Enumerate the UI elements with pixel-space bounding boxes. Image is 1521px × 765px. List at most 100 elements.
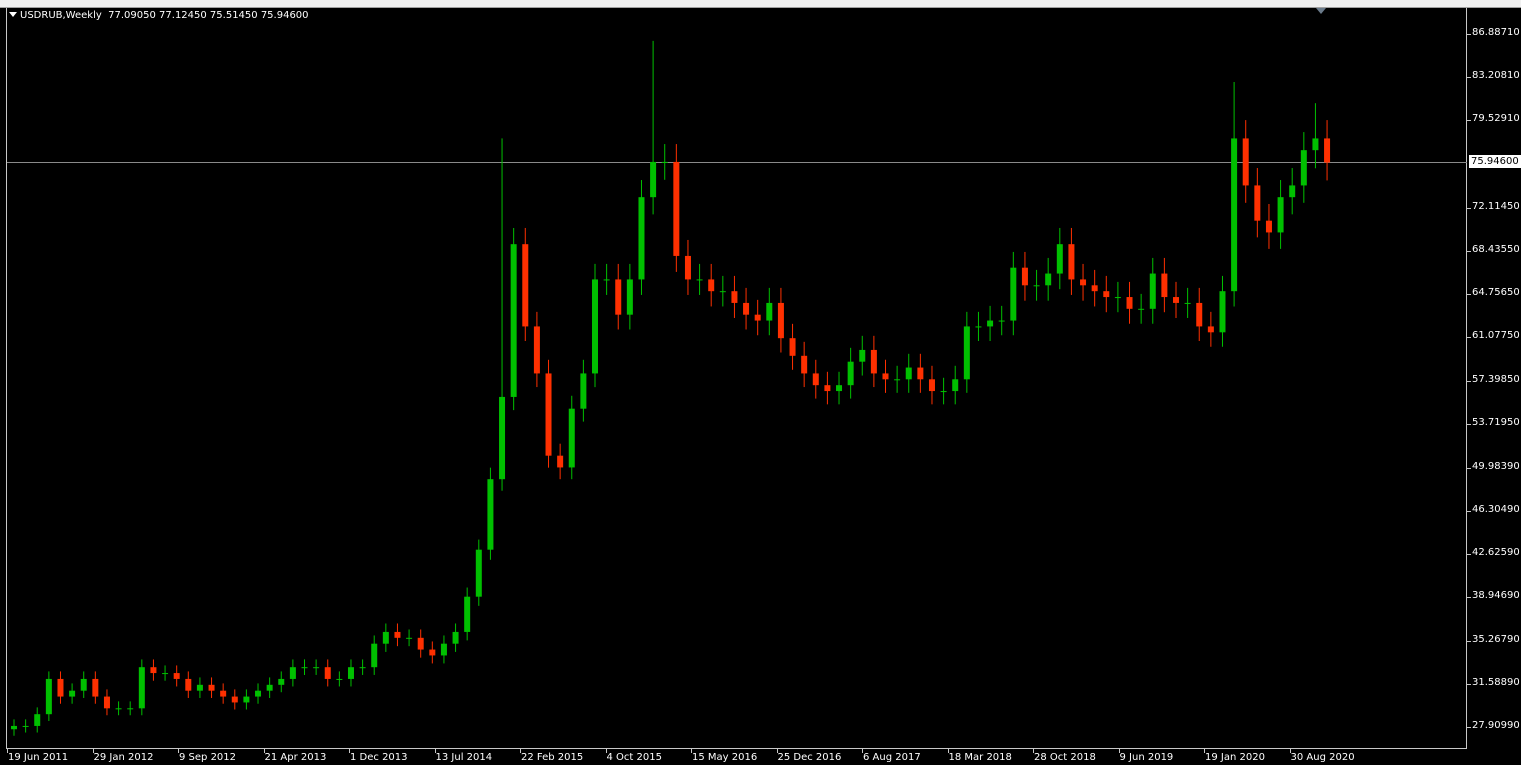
candle	[673, 144, 680, 272]
x-tick-label: 30 Aug 2020	[1290, 752, 1355, 763]
candle	[22, 719, 29, 733]
candle-body	[440, 643, 447, 656]
candle	[220, 683, 227, 704]
candle-body	[928, 379, 935, 392]
candle	[45, 671, 52, 722]
dropdown-triangle-icon[interactable]	[9, 12, 17, 17]
candle-body	[406, 637, 413, 639]
candle	[987, 305, 994, 342]
current-price-label: 75.94600	[1469, 155, 1521, 168]
candle-body	[754, 314, 761, 321]
candle-body	[359, 667, 366, 669]
x-tick-mark	[1033, 749, 1034, 753]
candle-body	[266, 684, 273, 691]
candle-body	[963, 326, 970, 380]
y-tick-label: 64.75650	[1472, 287, 1520, 299]
candle-body	[998, 320, 1005, 322]
x-tick-label: 6 Aug 2017	[863, 752, 921, 763]
candle	[975, 311, 982, 342]
candle	[1207, 311, 1214, 347]
x-tick-mark	[1289, 749, 1291, 753]
candle	[289, 659, 296, 687]
chart-area[interactable]	[6, 8, 1467, 749]
candle	[69, 683, 76, 704]
candle-body	[255, 690, 262, 697]
candle	[626, 263, 633, 330]
candle-body	[1254, 185, 1261, 221]
candle	[650, 40, 657, 215]
candle-body	[545, 373, 552, 456]
candle	[615, 263, 622, 330]
candle	[162, 665, 169, 681]
candle-body	[115, 708, 122, 710]
candle-body	[1196, 302, 1203, 327]
candle-body	[278, 678, 285, 685]
candle-body	[475, 549, 482, 597]
y-tick-mark	[1467, 120, 1471, 122]
candle-body	[92, 678, 99, 697]
candle-body	[336, 678, 343, 680]
candle	[1091, 269, 1098, 307]
candle-body	[1033, 285, 1040, 287]
candle	[371, 635, 378, 675]
candle	[882, 359, 889, 393]
candle	[324, 659, 331, 687]
candle-body	[987, 320, 994, 327]
candle	[870, 335, 877, 388]
candle	[394, 623, 401, 647]
candle	[824, 371, 831, 405]
candle-body	[847, 361, 854, 386]
x-tick-label: 29 Jan 2012	[93, 752, 154, 763]
y-tick-label: 83.20810	[1472, 70, 1520, 82]
candle	[568, 395, 575, 480]
candle	[1277, 180, 1284, 249]
candle	[836, 371, 843, 405]
candle	[115, 701, 122, 716]
candle-body	[1068, 244, 1075, 280]
candle	[603, 263, 610, 295]
y-tick-mark	[1467, 77, 1471, 79]
x-tick-label: 28 Oct 2018	[1034, 752, 1096, 763]
candle	[1045, 257, 1052, 301]
y-tick-label: 79.52910	[1472, 113, 1520, 125]
candle-body	[1091, 285, 1098, 292]
candle-body	[1265, 220, 1272, 233]
candle	[812, 359, 819, 399]
candle	[638, 180, 645, 295]
candle-body	[1277, 197, 1284, 233]
candle	[452, 623, 459, 652]
candle	[592, 263, 598, 388]
candle-body	[313, 667, 320, 669]
candle-body	[696, 279, 703, 281]
candle-body	[208, 684, 215, 691]
candle-body	[510, 244, 517, 397]
candle-body	[1324, 138, 1331, 163]
candle-body	[708, 279, 715, 292]
candle-body	[69, 690, 76, 697]
y-tick-label: 46.30490	[1472, 503, 1520, 515]
candle	[1265, 203, 1272, 249]
candle	[487, 467, 494, 560]
x-tick-label: 13 Jul 2014	[435, 752, 493, 763]
candle	[801, 341, 808, 388]
candle	[789, 323, 796, 370]
candle	[1254, 168, 1261, 238]
x-tick-mark	[92, 749, 94, 753]
y-tick-mark	[1467, 34, 1471, 35]
x-tick-label: 4 Oct 2015	[606, 752, 662, 763]
candle-body	[801, 355, 808, 374]
candle	[1033, 269, 1040, 301]
candle-body	[859, 349, 866, 362]
candle-body	[196, 684, 203, 691]
y-tick-mark	[1467, 423, 1471, 425]
candle	[557, 443, 564, 480]
candle-body	[1173, 297, 1179, 303]
candle	[475, 539, 482, 606]
chart-title: USDRUB,Weekly 77.09050 77.12450 75.51450…	[9, 10, 309, 21]
chart-shift-marker-icon[interactable]	[1316, 8, 1326, 14]
candle	[173, 665, 180, 687]
candle-body	[731, 291, 738, 303]
candle	[255, 683, 262, 704]
candle-body	[533, 326, 540, 374]
candle-body	[289, 667, 296, 679]
